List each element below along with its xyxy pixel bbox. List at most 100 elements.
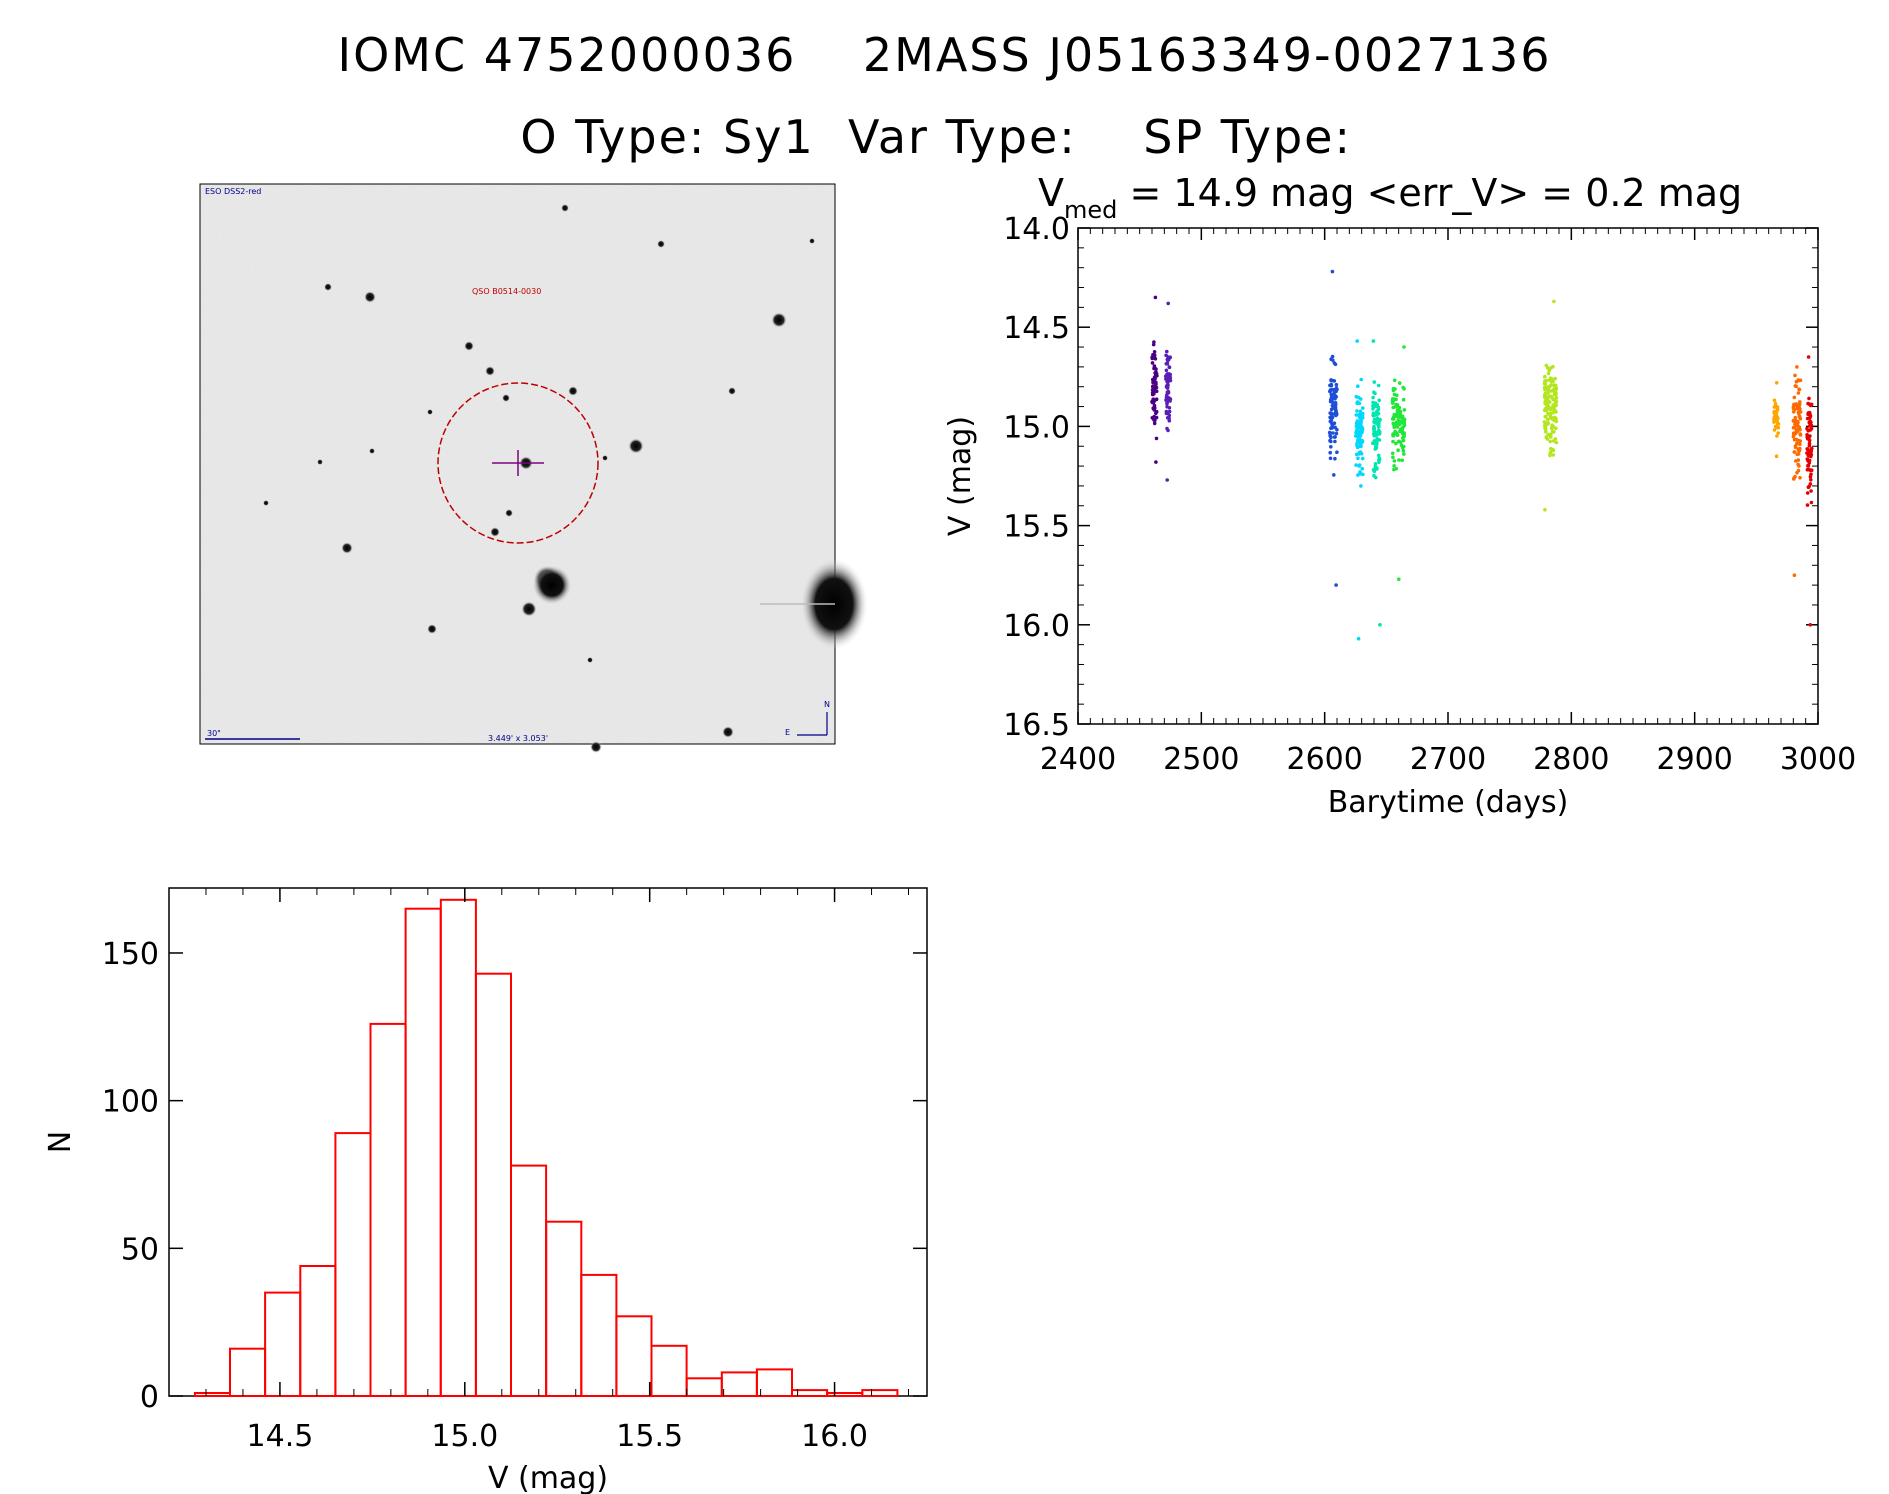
hist-ytick-label: 50 — [121, 1232, 159, 1267]
lc-point-group-3 — [1353, 434, 1358, 438]
lc-point-group-3 — [1357, 401, 1362, 406]
lc-point-group-3 — [1359, 442, 1363, 446]
lc-point-group-6 — [1551, 447, 1555, 452]
lc-point-group-3 — [1360, 456, 1365, 461]
lc-point-group-5 — [1401, 434, 1406, 439]
lc-point-group-4 — [1376, 453, 1381, 458]
lc-point-group-5 — [1394, 397, 1398, 402]
lc-point-group-3 — [1358, 417, 1363, 422]
lc-point-group-8 — [1792, 476, 1796, 480]
hist-bar — [510, 1164, 548, 1397]
var-type-label: Var Type: — [847, 110, 1077, 164]
hist-ytick-label: 0 — [140, 1380, 159, 1415]
lc-point-group-2 — [1329, 383, 1334, 388]
lc-point-group-9 — [1805, 426, 1809, 431]
lc-point-group-1b — [1164, 377, 1168, 381]
lc-xtick-label: 2500 — [1163, 742, 1239, 777]
lc-point-group-9 — [1805, 447, 1810, 451]
compass-north-label: N — [824, 700, 830, 709]
lc-plot-frame — [1077, 227, 1819, 725]
lc-point-group-8 — [1798, 378, 1803, 383]
lc-point-group-7 — [1772, 420, 1776, 424]
lc-point-group-7 — [1775, 421, 1780, 426]
lc-ytick-label: 15.5 — [1003, 510, 1070, 545]
lc-point-group-8 — [1795, 421, 1800, 426]
star-18 — [657, 240, 665, 248]
lc-point-group-3 — [1357, 463, 1362, 467]
lc-point-group-5 — [1391, 455, 1395, 460]
lc-point-group-6 — [1543, 382, 1548, 386]
lc-point-group-2 — [1330, 388, 1334, 392]
lc-point-group-2 — [1328, 438, 1332, 443]
lc-point-group-1b — [1166, 301, 1170, 306]
lc-point-group-4 — [1373, 391, 1377, 396]
lc-point-group-1b — [1167, 396, 1171, 400]
hist-xtick-label: 15.0 — [431, 1419, 498, 1454]
lc-point-group-1a — [1151, 380, 1155, 385]
lc-point-group-5 — [1402, 452, 1406, 456]
lc-point-group-6 — [1546, 422, 1550, 426]
hist-ytick-label: 150 — [102, 937, 159, 972]
lc-point-group-8 — [1792, 437, 1797, 442]
lc-point-group-5 — [1393, 414, 1397, 418]
lc-point-group-2 — [1332, 473, 1336, 477]
lc-point-group-6 — [1551, 424, 1556, 429]
lc-point-group-1b — [1164, 393, 1169, 398]
lc-point-group-4 — [1377, 424, 1381, 429]
lc-point-group-4 — [1372, 380, 1377, 384]
lc-point-group-5 — [1402, 417, 1407, 422]
lc-point-group-4 — [1378, 623, 1382, 627]
lc-point-group-2 — [1334, 431, 1339, 436]
lc-point-group-4 — [1377, 456, 1382, 461]
lc-point-group-2 — [1329, 426, 1333, 431]
hist-xtick-label: 15.5 — [616, 1419, 683, 1454]
header-type-line: O Type: Sy1 Var Type: SP Type: — [0, 110, 1889, 164]
lc-point-group-6 — [1554, 403, 1558, 408]
star-9 — [722, 726, 734, 738]
lc-point-group-8 — [1792, 402, 1796, 407]
lc-point-group-1a — [1152, 340, 1156, 344]
lc-point-group-1a — [1154, 370, 1158, 374]
lc-point-group-2 — [1330, 403, 1335, 408]
star-10 — [568, 386, 578, 396]
lc-point-group-6 — [1552, 299, 1556, 304]
lc-point-group-5 — [1402, 421, 1407, 425]
lc-point-group-1a — [1153, 357, 1158, 361]
lc-point-group-5 — [1393, 429, 1397, 434]
lc-point-group-1a — [1153, 418, 1157, 423]
lc-point-group-4 — [1372, 473, 1376, 478]
hist-plot-frame — [168, 887, 928, 1397]
hist-bar — [650, 1344, 688, 1398]
lc-point-group-1b — [1165, 357, 1170, 362]
lc-point-group-2 — [1329, 378, 1333, 382]
lc-ytick-label: 16.5 — [1003, 708, 1070, 743]
lc-point-group-5 — [1400, 458, 1404, 463]
lc-point-group-8 — [1792, 573, 1797, 577]
star-14 — [490, 527, 500, 537]
lc-point-group-2 — [1334, 382, 1339, 387]
hist-bar — [580, 1273, 618, 1398]
lc-point-group-9 — [1808, 415, 1812, 420]
lc-point-group-6 — [1553, 376, 1557, 381]
lc-point-group-9 — [1807, 467, 1811, 472]
lc-point-group-7 — [1772, 428, 1777, 432]
lc-point-group-1a — [1151, 397, 1155, 402]
lc-point-group-7 — [1774, 454, 1779, 459]
lc-point-group-4 — [1373, 419, 1378, 424]
lc-point-group-7 — [1776, 431, 1780, 435]
lc-ytick-label: 15.0 — [1003, 410, 1070, 445]
lc-point-group-5 — [1391, 417, 1396, 421]
lc-ticks: 2400 2500 2600 2700 2800 2900 3000 14.0 14.5 15.0… — [1003, 212, 1856, 777]
lc-point-group-2 — [1330, 423, 1335, 427]
lc-point-group-7 — [1772, 398, 1777, 403]
star-22 — [427, 409, 433, 415]
lc-point-group-3 — [1356, 384, 1360, 389]
lc-point-group-5 — [1394, 441, 1398, 446]
lc-point-group-2 — [1333, 425, 1337, 430]
lc-point-group-7 — [1773, 401, 1778, 406]
star-1 — [628, 438, 644, 454]
hist-bar — [334, 1132, 372, 1397]
lc-point-group-5 — [1395, 425, 1400, 429]
lc-point-group-3 — [1356, 473, 1360, 477]
o-type-label: O Type: — [520, 110, 707, 164]
